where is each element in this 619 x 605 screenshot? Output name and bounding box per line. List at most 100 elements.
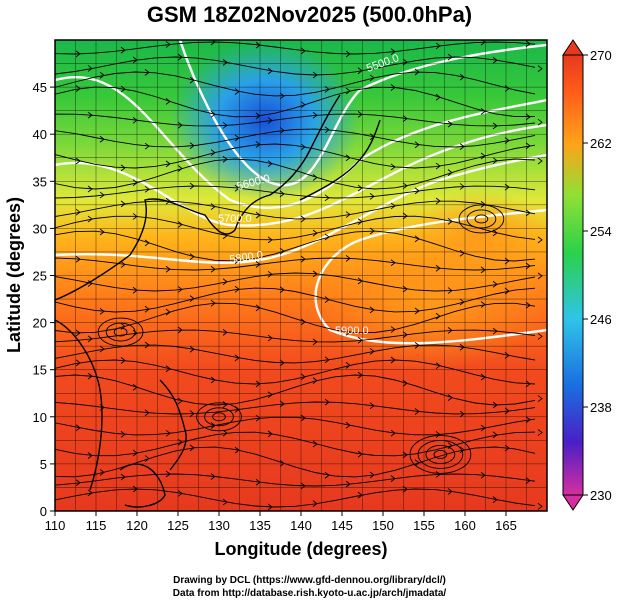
streamline-arrow: [435, 197, 441, 205]
contour-5900: [314, 208, 547, 345]
streamline-arrow: [189, 76, 195, 84]
streamline-arrow: [504, 444, 510, 452]
streamline-arrow: [504, 183, 510, 191]
streamline-arrow: [87, 215, 93, 223]
colorbar-bottom-arrow: [562, 494, 584, 511]
streamline-arrow: [87, 280, 93, 287]
lat-tick-label: 10: [33, 410, 47, 425]
streamline-arrow: [177, 397, 183, 405]
streamline-arrow: [222, 429, 228, 437]
streamline-arrow: [222, 121, 228, 129]
streamline-arrow: [390, 475, 396, 482]
lat-tick-label: 40: [33, 127, 47, 142]
streamline-arrow: [402, 182, 408, 190]
streamline-arrow: [75, 359, 81, 367]
streamline-arrow: [459, 143, 465, 150]
streamline-arrow: [402, 212, 408, 220]
streamline-arrow: [144, 239, 150, 247]
lat-tick-label: 5: [40, 457, 47, 472]
streamline-arrow: [492, 401, 498, 409]
streamline-arrow: [210, 376, 216, 384]
contour-5600: [55, 76, 547, 209]
streamline-arrow: [189, 253, 195, 261]
streamline-arrow: [504, 85, 510, 92]
streamline-arrow: [345, 328, 351, 336]
streamline-arrow: [300, 143, 306, 151]
colorbar-tick-label: 254: [590, 224, 612, 239]
streamline-arrow: [75, 424, 81, 432]
streamline-arrow: [435, 470, 441, 478]
streamline-arrow: [402, 331, 408, 339]
streamline-arrow: [279, 247, 285, 255]
streamline-arrow: [357, 371, 363, 379]
streamline-arrow: [177, 286, 183, 293]
streamline: [55, 143, 536, 169]
streamline: [55, 416, 536, 436]
streamline-arrow: [492, 327, 498, 335]
streamline-arrow: [537, 157, 543, 165]
streamline-arrow: [87, 452, 93, 459]
streamline-arrow: [447, 488, 453, 495]
streamline-arrow: [279, 459, 285, 467]
coastline-borneo: [119, 463, 166, 508]
streamline-arrow: [75, 50, 81, 58]
streamline: [55, 41, 536, 55]
streamline-arrow: [459, 410, 465, 418]
streamline-arrow: [312, 229, 318, 237]
streamline-arrow: [144, 185, 150, 193]
streamline-arrow: [435, 42, 441, 50]
streamline-arrow: [537, 118, 543, 126]
streamline-arrow: [390, 202, 396, 210]
lon-tick-label: 155: [413, 518, 435, 533]
streamline-arrow: [279, 359, 285, 367]
streamline-arrow: [324, 86, 330, 93]
streamline-arrow: [300, 482, 306, 490]
streamline-arrow: [189, 142, 195, 149]
contour-5800: [55, 153, 547, 265]
vortex-streamline: [105, 322, 136, 342]
streamline-arrow: [537, 502, 543, 510]
streamline-arrow: [324, 233, 330, 241]
streamline-arrow: [267, 270, 273, 278]
streamline-arrow: [525, 113, 531, 121]
streamline-arrow: [210, 299, 216, 307]
streamline-arrow: [189, 295, 195, 302]
streamline-arrow: [402, 115, 408, 122]
lon-tick-label: 145: [331, 518, 353, 533]
streamline-arrow: [189, 444, 195, 452]
streamline-arrow: [177, 165, 183, 172]
streamline-arrow: [480, 301, 486, 308]
streamline-arrow: [234, 446, 240, 454]
streamline-arrow: [345, 50, 351, 58]
contour-5700: [55, 123, 547, 227]
streamline-arrow: [459, 73, 465, 81]
streamline-arrow: [75, 479, 81, 487]
streamline-arrow: [144, 305, 150, 313]
streamline-arrow: [267, 430, 273, 438]
streamline-arrow: [390, 356, 396, 364]
streamline-arrow: [300, 215, 306, 223]
streamline-arrow: [87, 111, 93, 119]
streamline-arrow: [369, 306, 375, 314]
streamline-arrow: [75, 255, 81, 263]
streamline-arrow: [189, 182, 195, 190]
streamline-arrow: [504, 287, 510, 295]
streamline-arrow: [165, 41, 171, 48]
streamline-arrow: [435, 93, 441, 101]
streamline-arrow: [525, 262, 531, 270]
streamline: [55, 71, 536, 97]
streamline-arrow: [345, 421, 351, 429]
latitude-ticks: 0 5 10 15 20 25 30 35 40 45: [33, 80, 55, 519]
streamline-arrow: [312, 111, 318, 119]
streamline-arrow: [165, 308, 171, 316]
lon-tick-label: 135: [249, 518, 271, 533]
streamline-arrow: [390, 259, 396, 267]
streamline-arrow: [279, 92, 285, 100]
streamline-arrow: [414, 341, 420, 349]
streamline-arrow: [177, 121, 183, 129]
streamline-arrow: [279, 286, 285, 294]
streamline-arrow: [267, 117, 273, 124]
streamline-arrow: [312, 377, 318, 384]
streamline-arrow: [99, 345, 105, 353]
streamline-arrow: [165, 197, 171, 205]
